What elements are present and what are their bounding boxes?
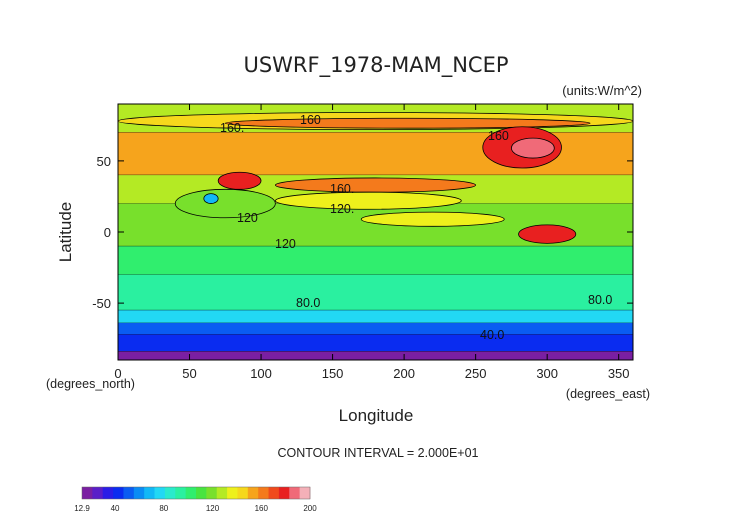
y-axis-label: Latitude: [56, 202, 75, 263]
y-unit-note: (degrees_north): [46, 377, 135, 391]
contour-label-8: 80.0: [588, 293, 612, 307]
colorbar-swatch-0: [82, 487, 93, 499]
zone-band-8: [118, 334, 633, 352]
colorbar-swatch-13: [216, 487, 228, 499]
colorbar-swatch-8: [164, 487, 176, 499]
feature-6: [518, 224, 577, 244]
colorbar-tick-label-3: 120: [206, 504, 220, 513]
latitude-zones: [118, 104, 633, 360]
feature-4: [217, 171, 262, 190]
units-label: (units:W/m^2): [562, 83, 642, 98]
colorbar-frame: [81, 486, 311, 500]
x-tick-label-7: 350: [608, 366, 630, 381]
feature-8: [360, 211, 505, 227]
contour-label-4: 120: [237, 211, 258, 225]
colorbar-tick-label-5: 200: [303, 504, 317, 513]
contour-labels: 160. 160 160 160. 120 120. 120 80.0 80.0 40.0: [220, 113, 612, 342]
contour-label-2: 160: [488, 129, 509, 143]
y-tick-label-1: 0: [104, 225, 111, 240]
feature-5: [274, 177, 477, 193]
colorbar-swatch-9: [175, 487, 187, 499]
colorbar-swatch-14: [227, 487, 238, 499]
plot-area: 160. 160 160 160. 120 120. 120 80.0 80.0 40.0: [117, 103, 634, 361]
x-unit-note: (degrees_east): [566, 387, 650, 401]
colorbar-swatch-17: [258, 487, 269, 499]
zone-band-9: [118, 351, 633, 360]
feature-9: [274, 191, 462, 210]
colorbar-swatch-4: [123, 487, 135, 499]
colorbar-swatch-6: [144, 487, 155, 499]
zone-band-4: [118, 246, 633, 275]
feature-3: [511, 137, 555, 159]
x-axis-label: Longitude: [339, 406, 414, 425]
contour-label-0: 160.: [220, 121, 244, 135]
zone-band-5: [118, 274, 633, 311]
colorbar-swatch-10: [185, 487, 197, 499]
contour-label-5: 120.: [330, 202, 354, 216]
y-tick-label-2: 50: [97, 154, 111, 169]
x-tick-label-6: 300: [536, 366, 558, 381]
colorbar-swatch-2: [102, 487, 114, 499]
contour-label-1: 160: [300, 113, 321, 127]
colorbar-tick-label-4: 160: [255, 504, 269, 513]
colorbar-swatch-5: [133, 487, 145, 499]
colorbar-swatch-15: [237, 487, 249, 499]
feature-7: [174, 188, 276, 219]
colorbar-tick-label-1: 40: [111, 504, 120, 513]
colorbar: 12.9 40 80 120 160 200: [74, 486, 317, 513]
colorbar-tick-label-2: 80: [159, 504, 168, 513]
feature-1: [224, 117, 591, 129]
contour-label-6: 120: [275, 237, 296, 251]
zone-band-7: [118, 323, 633, 335]
contour-interval-text: CONTOUR INTERVAL = 2.000E+01: [277, 446, 478, 460]
x-tick-label-1: 50: [182, 366, 196, 381]
x-axis-ticks: 0 50 100 150 200 250 300 350: [114, 104, 630, 381]
colorbar-swatch-7: [154, 487, 166, 499]
x-tick-label-0: 0: [114, 366, 121, 381]
colorbar-swatch-16: [247, 487, 259, 499]
y-axis-ticks: -50 0 50: [92, 154, 633, 311]
contour-label-9: 40.0: [480, 328, 504, 342]
colorbar-swatch-18: [268, 487, 280, 499]
x-tick-label-5: 250: [465, 366, 487, 381]
colorbar-swatch-12: [206, 487, 218, 499]
colorbar-swatch-3: [113, 487, 124, 499]
field-features: [118, 112, 633, 244]
x-tick-label-4: 200: [393, 366, 415, 381]
colorbar-swatch-1: [92, 487, 104, 499]
zone-band-6: [118, 310, 633, 324]
x-tick-label-2: 100: [250, 366, 272, 381]
feature-10: [203, 193, 219, 204]
x-tick-label-3: 150: [322, 366, 344, 381]
colorbar-swatch-19: [278, 487, 290, 499]
colorbar-swatch-20: [289, 487, 301, 499]
colorbar-swatch-21: [299, 487, 311, 499]
y-tick-label-0: -50: [92, 296, 111, 311]
contour-label-7: 80.0: [296, 296, 320, 310]
colorbar-swatch-11: [196, 487, 207, 499]
contour-label-3: 160.: [330, 182, 354, 196]
chart-title: USWRF_1978-MAM_NCEP: [243, 53, 508, 78]
colorbar-tick-label-0: 12.9: [74, 504, 90, 513]
